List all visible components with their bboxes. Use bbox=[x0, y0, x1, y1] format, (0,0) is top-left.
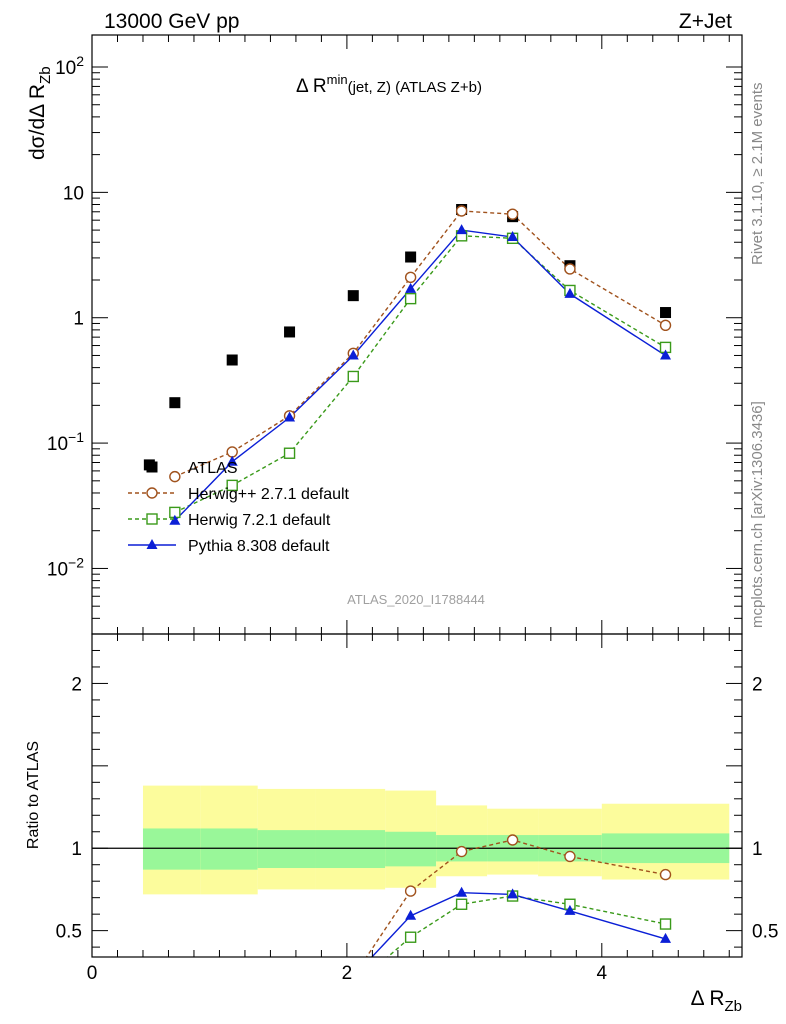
ratio-y-tick-label-right: 0.5 bbox=[752, 922, 778, 943]
herwig_pp-ratio-point bbox=[564, 850, 576, 863]
pythia-point bbox=[284, 411, 296, 422]
axes-frame: 0 2 4 10−2 10−1 1 10 102 0.5 0.5 1 1 2 2 bbox=[47, 34, 778, 984]
inner-band-segment bbox=[385, 831, 437, 867]
inner-band-segment bbox=[257, 830, 316, 869]
pythia-point bbox=[507, 231, 519, 242]
herwig7-point bbox=[283, 447, 296, 459]
ratio-uncertainty-bands bbox=[142, 785, 730, 895]
ratio-series-group bbox=[365, 834, 672, 957]
herwig7-legend-marker bbox=[146, 513, 158, 525]
pythia-ratio-point bbox=[564, 904, 576, 915]
y-tick-label: 102 bbox=[55, 53, 84, 79]
y-tick-label: 1 bbox=[73, 309, 84, 330]
ratio-y-tick-label-right: 2 bbox=[752, 674, 763, 695]
pythia-ratio-point bbox=[456, 886, 468, 897]
atlas-legend-marker bbox=[146, 461, 158, 473]
atlas-point bbox=[660, 307, 672, 319]
x-tick-label: 4 bbox=[597, 963, 608, 984]
main-y-axis-label: dσ/dΔ RZb bbox=[26, 66, 54, 160]
herwig_pp-point bbox=[455, 205, 468, 217]
x-tick-label: 0 bbox=[87, 963, 98, 984]
herwig_pp-point bbox=[506, 208, 519, 220]
ratio-panel-marks bbox=[92, 834, 742, 957]
legend-label-herwig7: Herwig 7.2.1 default bbox=[188, 512, 331, 529]
herwig_pp-legend-marker bbox=[146, 487, 158, 499]
pythia-point bbox=[456, 224, 468, 235]
pythia-point bbox=[169, 514, 181, 525]
legend-label-herwig_pp: Herwig++ 2.7.1 default bbox=[188, 486, 350, 503]
pythia-point bbox=[660, 349, 672, 360]
herwig7-ratio-line bbox=[386, 895, 666, 957]
atlas-point bbox=[284, 326, 296, 338]
pythia-legend-marker bbox=[146, 539, 158, 549]
y-tick-label: 10−1 bbox=[47, 429, 84, 455]
ratio-y-tick-label-right: 1 bbox=[752, 839, 763, 860]
x-axis-label: Δ RZb bbox=[691, 987, 742, 1015]
y-tick-label: 10−2 bbox=[47, 554, 84, 580]
atlas-point bbox=[226, 354, 238, 366]
pythia-ratio-line bbox=[370, 891, 666, 957]
pythia-point bbox=[405, 282, 417, 293]
mcplots-credit-label: mcplots.cern.ch [arXiv:1306.3436] bbox=[749, 401, 766, 628]
herwig_pp-point bbox=[659, 319, 672, 332]
y-label-main: dσ/dΔ R bbox=[26, 84, 49, 160]
rivet-version-label: Rivet 3.1.10, ≥ 2.1M events bbox=[749, 83, 766, 266]
x-label-main: Δ R bbox=[691, 987, 725, 1010]
pythia-point bbox=[226, 455, 238, 466]
atlas-point bbox=[405, 251, 417, 263]
process-label: Z+Jet bbox=[679, 10, 732, 33]
ratio-y-tick-label: 2 bbox=[71, 674, 82, 695]
pythia-point bbox=[564, 287, 576, 298]
herwig_pp-ratio-point bbox=[404, 885, 417, 897]
pythia-line bbox=[174, 229, 666, 522]
legend-label-pythia: Pythia 8.308 default bbox=[188, 538, 330, 555]
herwig_pp-line bbox=[174, 210, 666, 478]
pythia-ratio-point bbox=[507, 888, 519, 899]
title-superscript: min bbox=[327, 72, 348, 87]
energy-label: 13000 GeV pp bbox=[104, 10, 239, 33]
pythia-ratio-point bbox=[405, 909, 417, 920]
title-main: Δ R bbox=[296, 76, 327, 97]
herwig7-point bbox=[404, 292, 417, 305]
herwig7-ratio-point bbox=[404, 931, 417, 943]
inner-band-segment bbox=[315, 830, 386, 869]
y-tick-label: 10 bbox=[63, 183, 84, 204]
x-label-subscript: Zb bbox=[724, 998, 742, 1015]
ratio-frame bbox=[91, 633, 743, 958]
herwig_pp-ratio-line bbox=[365, 839, 666, 957]
x-tick-label: 2 bbox=[342, 963, 353, 984]
herwig7-ratio-point bbox=[659, 918, 672, 930]
herwig_pp-point bbox=[404, 271, 417, 284]
herwig7-point bbox=[226, 479, 238, 492]
title-rest: (jet, Z) (ATLAS Z+b) bbox=[348, 79, 482, 96]
pythia-point bbox=[347, 349, 359, 360]
atlas-point bbox=[169, 397, 181, 409]
pythia-ratio-point bbox=[660, 932, 672, 943]
ratio-y-tick-label: 0.5 bbox=[56, 922, 82, 943]
herwig_pp-point bbox=[226, 446, 238, 458]
inner-band-segment bbox=[200, 828, 258, 870]
main-plot-title: Δ Rmin(jet, Z) (ATLAS Z+b) bbox=[296, 72, 482, 97]
legend-label-atlas: ATLAS bbox=[188, 460, 238, 477]
herwig7-point bbox=[347, 370, 359, 383]
herwig_pp-point bbox=[169, 470, 181, 483]
herwig_pp-ratio-point bbox=[455, 845, 468, 858]
inner-band-segment bbox=[142, 828, 201, 870]
herwig7-ratio-point bbox=[455, 898, 468, 910]
herwig_pp-ratio-point bbox=[506, 834, 519, 846]
atlas-point bbox=[347, 290, 359, 302]
analysis-id-label: ATLAS_2020_I1788444 bbox=[347, 592, 485, 607]
herwig_pp-ratio-point bbox=[659, 868, 672, 881]
ratio-y-tick-label: 1 bbox=[71, 839, 82, 860]
y-label-subscript: Zb bbox=[37, 66, 54, 84]
legend: ATLAS Herwig++ 2.7.1 default Herwig 7.2.1 … bbox=[128, 460, 350, 555]
herwig_pp-point bbox=[564, 263, 576, 275]
ratio-y-axis-label: Ratio to ATLAS bbox=[25, 741, 42, 849]
